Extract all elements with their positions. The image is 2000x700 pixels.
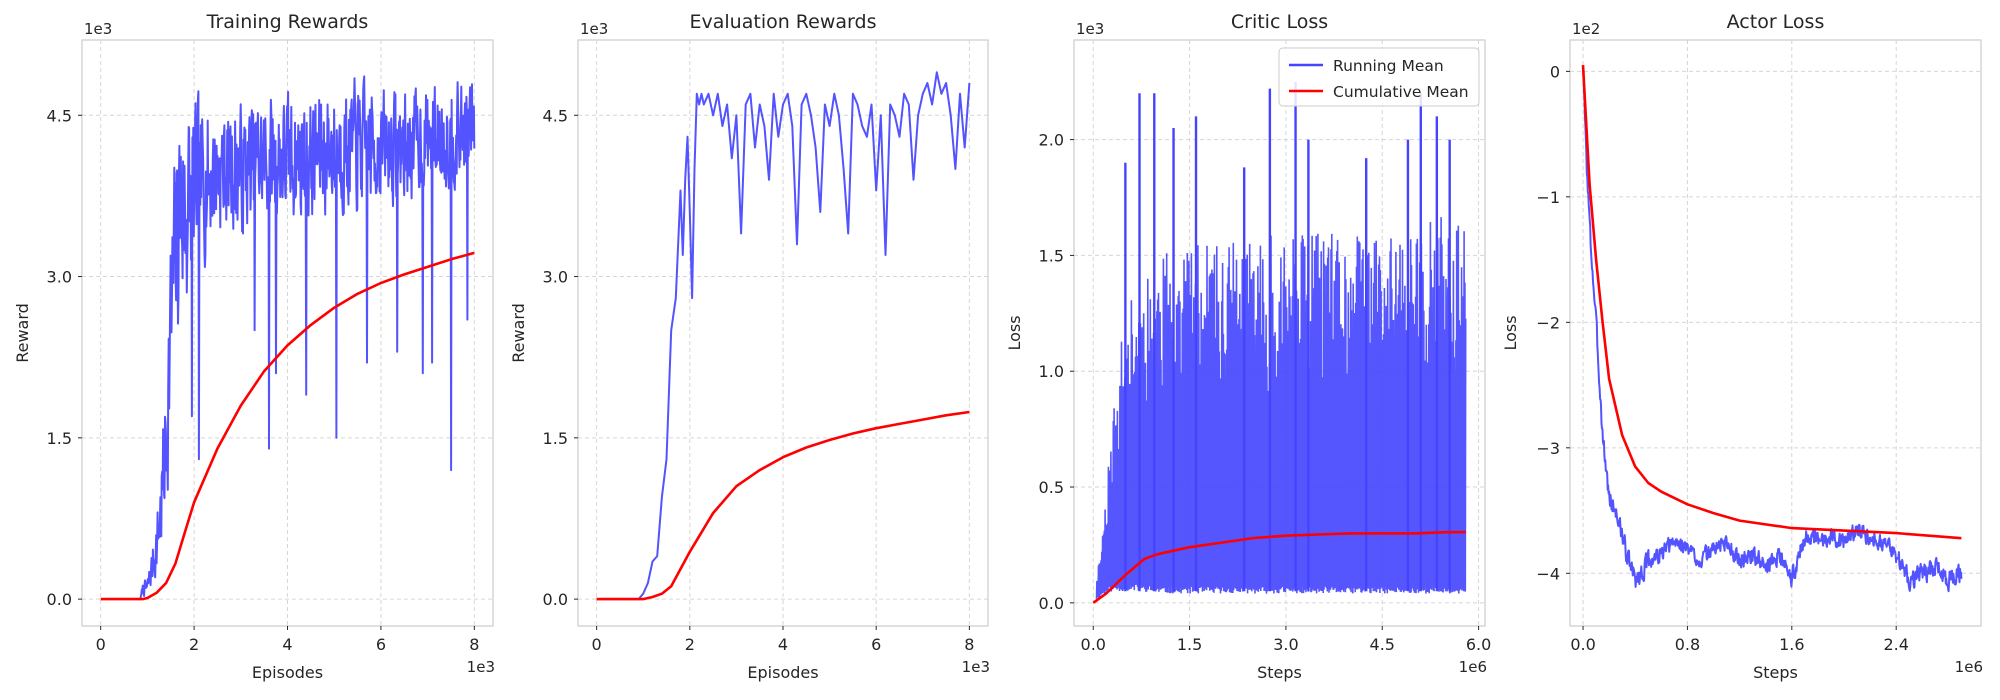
x-tick-label: 8 xyxy=(469,635,479,654)
plot-frame xyxy=(1073,39,1486,627)
x-tick-label: 2 xyxy=(189,635,199,654)
plot-area xyxy=(1581,65,1963,593)
chart-panel: 0 2 4 6 8 0.0 1.5 3.0 4.5 1e3 1e3 Training Rewards E… xyxy=(13,11,495,682)
y-tick-label: −3 xyxy=(1536,439,1560,458)
grid xyxy=(1570,40,1981,626)
x-tick-label: 0 xyxy=(96,635,106,654)
x-axis-label: Steps xyxy=(1753,663,1798,682)
legend: Running Mean Cumulative Mean xyxy=(1278,47,1480,107)
series-running-mean xyxy=(596,71,971,601)
y-tick-label: 3.0 xyxy=(543,268,568,287)
plot-area xyxy=(596,71,971,601)
chart-title: Evaluation Rewards xyxy=(690,11,877,33)
x-scale-label: 1e6 xyxy=(1459,658,1487,676)
x-axis-label: Episodes xyxy=(747,663,818,682)
y-scale-label: 1e3 xyxy=(1076,20,1104,38)
x-tick-label: 0.8 xyxy=(1675,635,1700,654)
y-tick-label: 0 xyxy=(1550,62,1560,81)
y-tick-label: 3.0 xyxy=(47,268,72,287)
y-tick-label: 4.5 xyxy=(543,106,568,125)
y-tick-label: 1.5 xyxy=(1039,246,1064,265)
series-running-mean xyxy=(1095,217,1467,599)
x-tick-label: 6 xyxy=(871,635,881,654)
plot-area xyxy=(100,75,476,601)
x-scale-label: 1e6 xyxy=(1955,658,1983,676)
legend-box xyxy=(1278,47,1480,107)
y-tick-label: 0.5 xyxy=(1039,478,1064,497)
y-tick-label: 0.0 xyxy=(47,590,72,609)
x-tick-label: 6.0 xyxy=(1466,635,1491,654)
series-running-mean xyxy=(139,75,476,600)
grid xyxy=(578,40,988,626)
x-tick-label: 4 xyxy=(282,635,292,654)
x-tick-label: 8 xyxy=(964,635,974,654)
y-axis-label: Loss xyxy=(1005,315,1024,350)
chart-title: Training Rewards xyxy=(206,11,369,33)
y-tick-label: 1.5 xyxy=(543,429,568,448)
x-tick-label: 1.6 xyxy=(1779,635,1804,654)
y-tick-label: −2 xyxy=(1536,313,1560,332)
legend-label-running: Running Mean xyxy=(1333,57,1444,75)
y-scale-label: 1e3 xyxy=(84,20,112,38)
y-tick-label: 2.0 xyxy=(1039,131,1064,150)
y-tick-label: 1.5 xyxy=(47,429,72,448)
y-scale-label: 1e3 xyxy=(580,20,608,38)
chart-title: Actor Loss xyxy=(1727,11,1825,33)
x-tick-label: 4.5 xyxy=(1370,635,1395,654)
plot-frame xyxy=(1569,39,1982,627)
x-scale-label: 1e3 xyxy=(467,658,495,676)
chart-panel: 0 2 4 6 8 0.0 1.5 3.0 4.5 1e3 1e3 Evaluation Reward… xyxy=(509,11,990,682)
y-tick-label: −1 xyxy=(1536,188,1560,207)
y-tick-label: 0.0 xyxy=(543,590,568,609)
chart-title: Critic Loss xyxy=(1231,11,1328,33)
x-tick-label: 4 xyxy=(778,635,788,654)
y-tick-label: 1.0 xyxy=(1039,362,1064,381)
series-cumulative-mean xyxy=(596,410,970,601)
x-tick-label: 2 xyxy=(685,635,695,654)
y-axis-label: Reward xyxy=(509,303,528,363)
chart-panel: 0.0 0.8 1.6 2.4 0 −1 −2 −3 −4 1e2 1e6 Actor Loss Ste… xyxy=(1501,11,1983,682)
x-axis-label: Steps xyxy=(1257,663,1302,682)
x-tick-label: 3.0 xyxy=(1273,635,1298,654)
y-tick-label: −4 xyxy=(1536,564,1560,583)
x-scale-label: 1e3 xyxy=(962,658,990,676)
plot-area xyxy=(1092,81,1467,604)
series-cumulative-mean xyxy=(1581,65,1962,540)
y-tick-label: 4.5 xyxy=(47,106,72,125)
legend-label-cumulative: Cumulative Mean xyxy=(1333,83,1469,101)
y-scale-label: 1e2 xyxy=(1572,20,1600,38)
x-tick-label: 0.0 xyxy=(1570,635,1595,654)
series-running-mean xyxy=(1582,66,1963,593)
series-cumulative-mean xyxy=(1092,530,1466,604)
x-axis-label: Episodes xyxy=(252,663,323,682)
y-axis-label: Loss xyxy=(1501,315,1520,350)
x-tick-label: 6 xyxy=(376,635,386,654)
series-cumulative-mean xyxy=(100,251,475,601)
y-axis-label: Reward xyxy=(13,303,32,363)
x-tick-label: 0 xyxy=(592,635,602,654)
x-tick-label: 0.0 xyxy=(1081,635,1106,654)
x-tick-label: 1.5 xyxy=(1177,635,1202,654)
y-tick-label: 0.0 xyxy=(1039,594,1064,613)
x-tick-label: 2.4 xyxy=(1883,635,1908,654)
chart-panel: 0.0 1.5 3.0 4.5 6.0 0.0 0.5 1.0 1.5 2.0 1e3 1e6 Crit… xyxy=(1005,11,1491,682)
